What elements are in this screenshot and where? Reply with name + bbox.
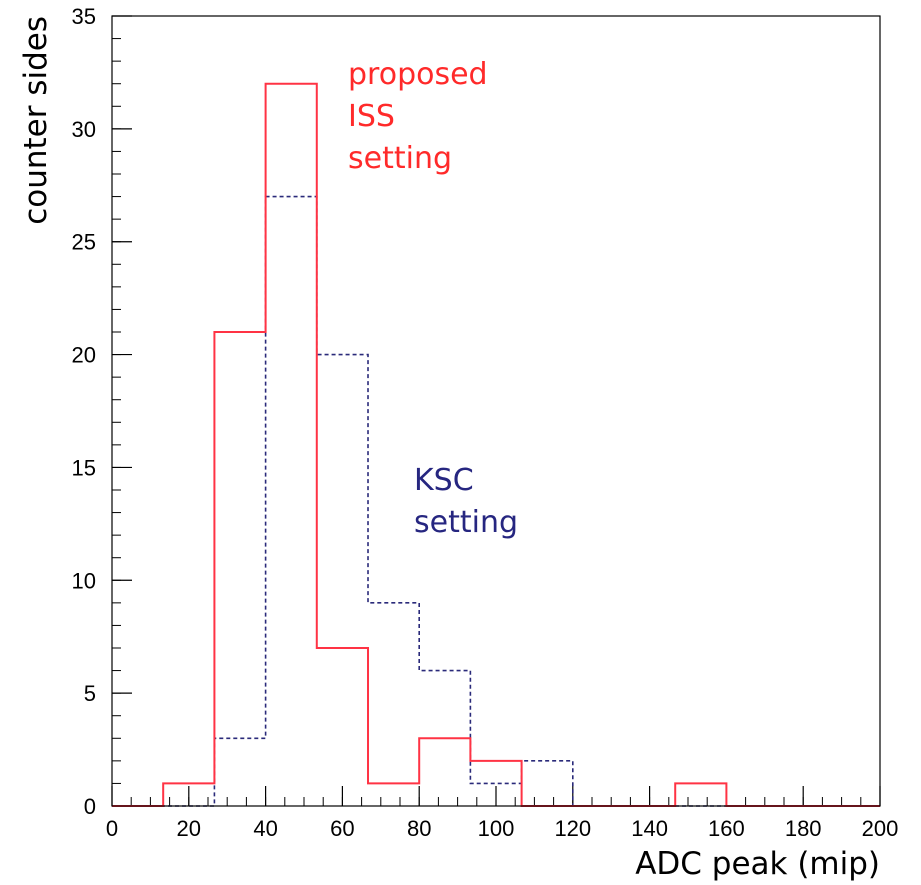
minor-ticks	[111, 15, 881, 807]
x-tick-label: 140	[631, 816, 668, 841]
x-tick-label: 160	[708, 816, 745, 841]
x-tick-label: 200	[862, 816, 899, 841]
y-tick-label: 0	[84, 794, 96, 819]
x-axis-title: ADC peak (mip)	[635, 846, 880, 882]
annotation-ksc-line: setting	[414, 505, 518, 540]
x-tick-label: 60	[330, 816, 354, 841]
y-tick-label: 10	[72, 568, 96, 593]
y-tick-label: 15	[72, 455, 96, 480]
y-tick-label: 25	[72, 230, 96, 255]
plot-frame	[111, 15, 881, 807]
annotation-iss-line: proposed	[348, 57, 488, 92]
y-tick-label: 30	[72, 117, 96, 142]
y-tick-label: 20	[72, 343, 96, 368]
annotation-iss-line: ISS	[348, 99, 395, 134]
x-tick-label: 180	[785, 816, 822, 841]
y-axis-title: counter sides	[18, 16, 54, 225]
y-tick-label: 35	[72, 4, 96, 29]
y-tick-label: 5	[84, 681, 96, 706]
annotation-iss-line: setting	[348, 141, 452, 176]
x-tick-label: 0	[106, 816, 118, 841]
y-tick-labels: 0 5 10 15 20 25 30 35	[72, 4, 96, 819]
x-tick-label: 100	[478, 816, 515, 841]
series-layer	[112, 82, 880, 807]
series-iss-line	[112, 82, 880, 807]
x-tick-label: 20	[177, 816, 201, 841]
major-ticks	[111, 15, 881, 807]
x-tick-label: 120	[554, 816, 591, 841]
annotation-ksc-line: KSC	[414, 463, 474, 498]
x-tick-labels: 0 20 40 60 80 100 120 140 160 180 200	[106, 816, 898, 841]
annotations: proposed ISS setting KSC setting	[348, 57, 518, 540]
x-tick-label: 80	[407, 816, 431, 841]
series-ksc-line	[112, 195, 880, 807]
x-tick-label: 40	[253, 816, 277, 841]
